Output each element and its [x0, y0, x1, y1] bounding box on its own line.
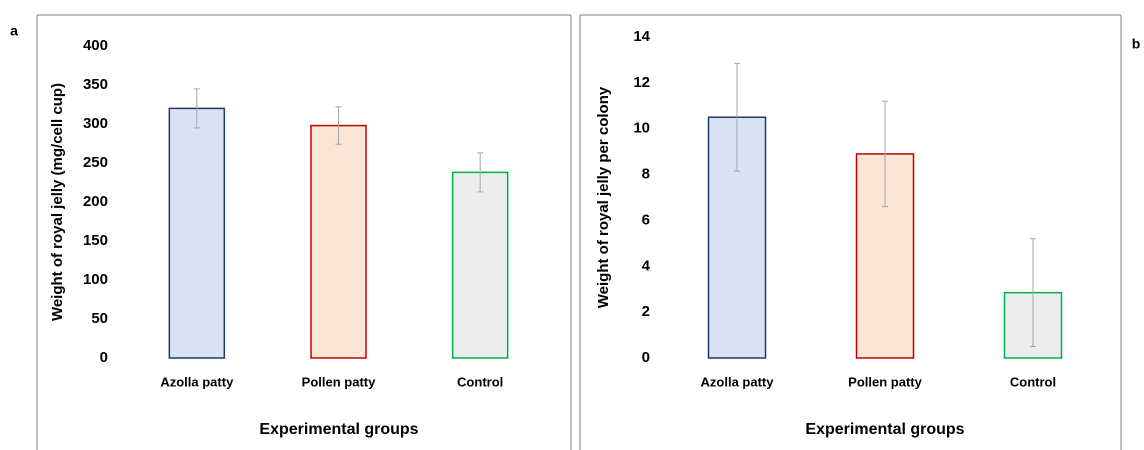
bar — [310, 124, 367, 359]
error-bar — [477, 152, 484, 193]
x-tick-label: Azolla patty — [160, 374, 234, 389]
bar — [168, 107, 226, 359]
error-bar — [1030, 238, 1036, 348]
x-axis-label: Experimental groups — [259, 421, 418, 438]
y-tick-label: 150 — [83, 232, 108, 249]
y-tick-label: 50 — [91, 310, 108, 327]
y-tick-label: 100 — [83, 271, 108, 288]
bar — [451, 171, 509, 359]
y-axis-label: Weight of royal jelly (mg/cell cup) — [49, 83, 66, 321]
y-tick-label: 2 — [642, 303, 650, 320]
x-tick-label: Control — [457, 374, 503, 389]
y-tick-label: 300 — [83, 115, 108, 132]
y-tick-label: 250 — [83, 154, 108, 171]
error-bar — [734, 62, 740, 172]
error-bar — [882, 100, 888, 208]
y-tick-label: 400 — [83, 37, 108, 54]
y-tick-label: 10 — [633, 120, 650, 137]
x-axis-label: Experimental groups — [805, 421, 964, 438]
y-tick-label: 350 — [83, 76, 108, 93]
y-tick-label: 0 — [100, 349, 108, 366]
y-tick-label: 200 — [83, 193, 108, 210]
y-tick-label: 14 — [633, 28, 650, 45]
error-bar — [335, 106, 342, 145]
y-tick-label: 4 — [642, 257, 651, 274]
y-tick-label: 0 — [642, 349, 650, 366]
y-axis-label: Weight of royal jelly per colony — [595, 86, 612, 308]
error-bar — [193, 88, 200, 129]
y-tick-label: 8 — [642, 166, 650, 183]
x-tick-label: Control — [1010, 374, 1056, 389]
panel-label: b — [1132, 36, 1141, 52]
x-tick-label: Pollen patty — [848, 374, 922, 389]
panel-label: a — [10, 23, 18, 39]
y-tick-label: 6 — [642, 211, 650, 228]
x-tick-label: Azolla patty — [701, 374, 775, 389]
y-tick-label: 12 — [633, 74, 650, 91]
x-tick-label: Pollen patty — [302, 374, 376, 389]
